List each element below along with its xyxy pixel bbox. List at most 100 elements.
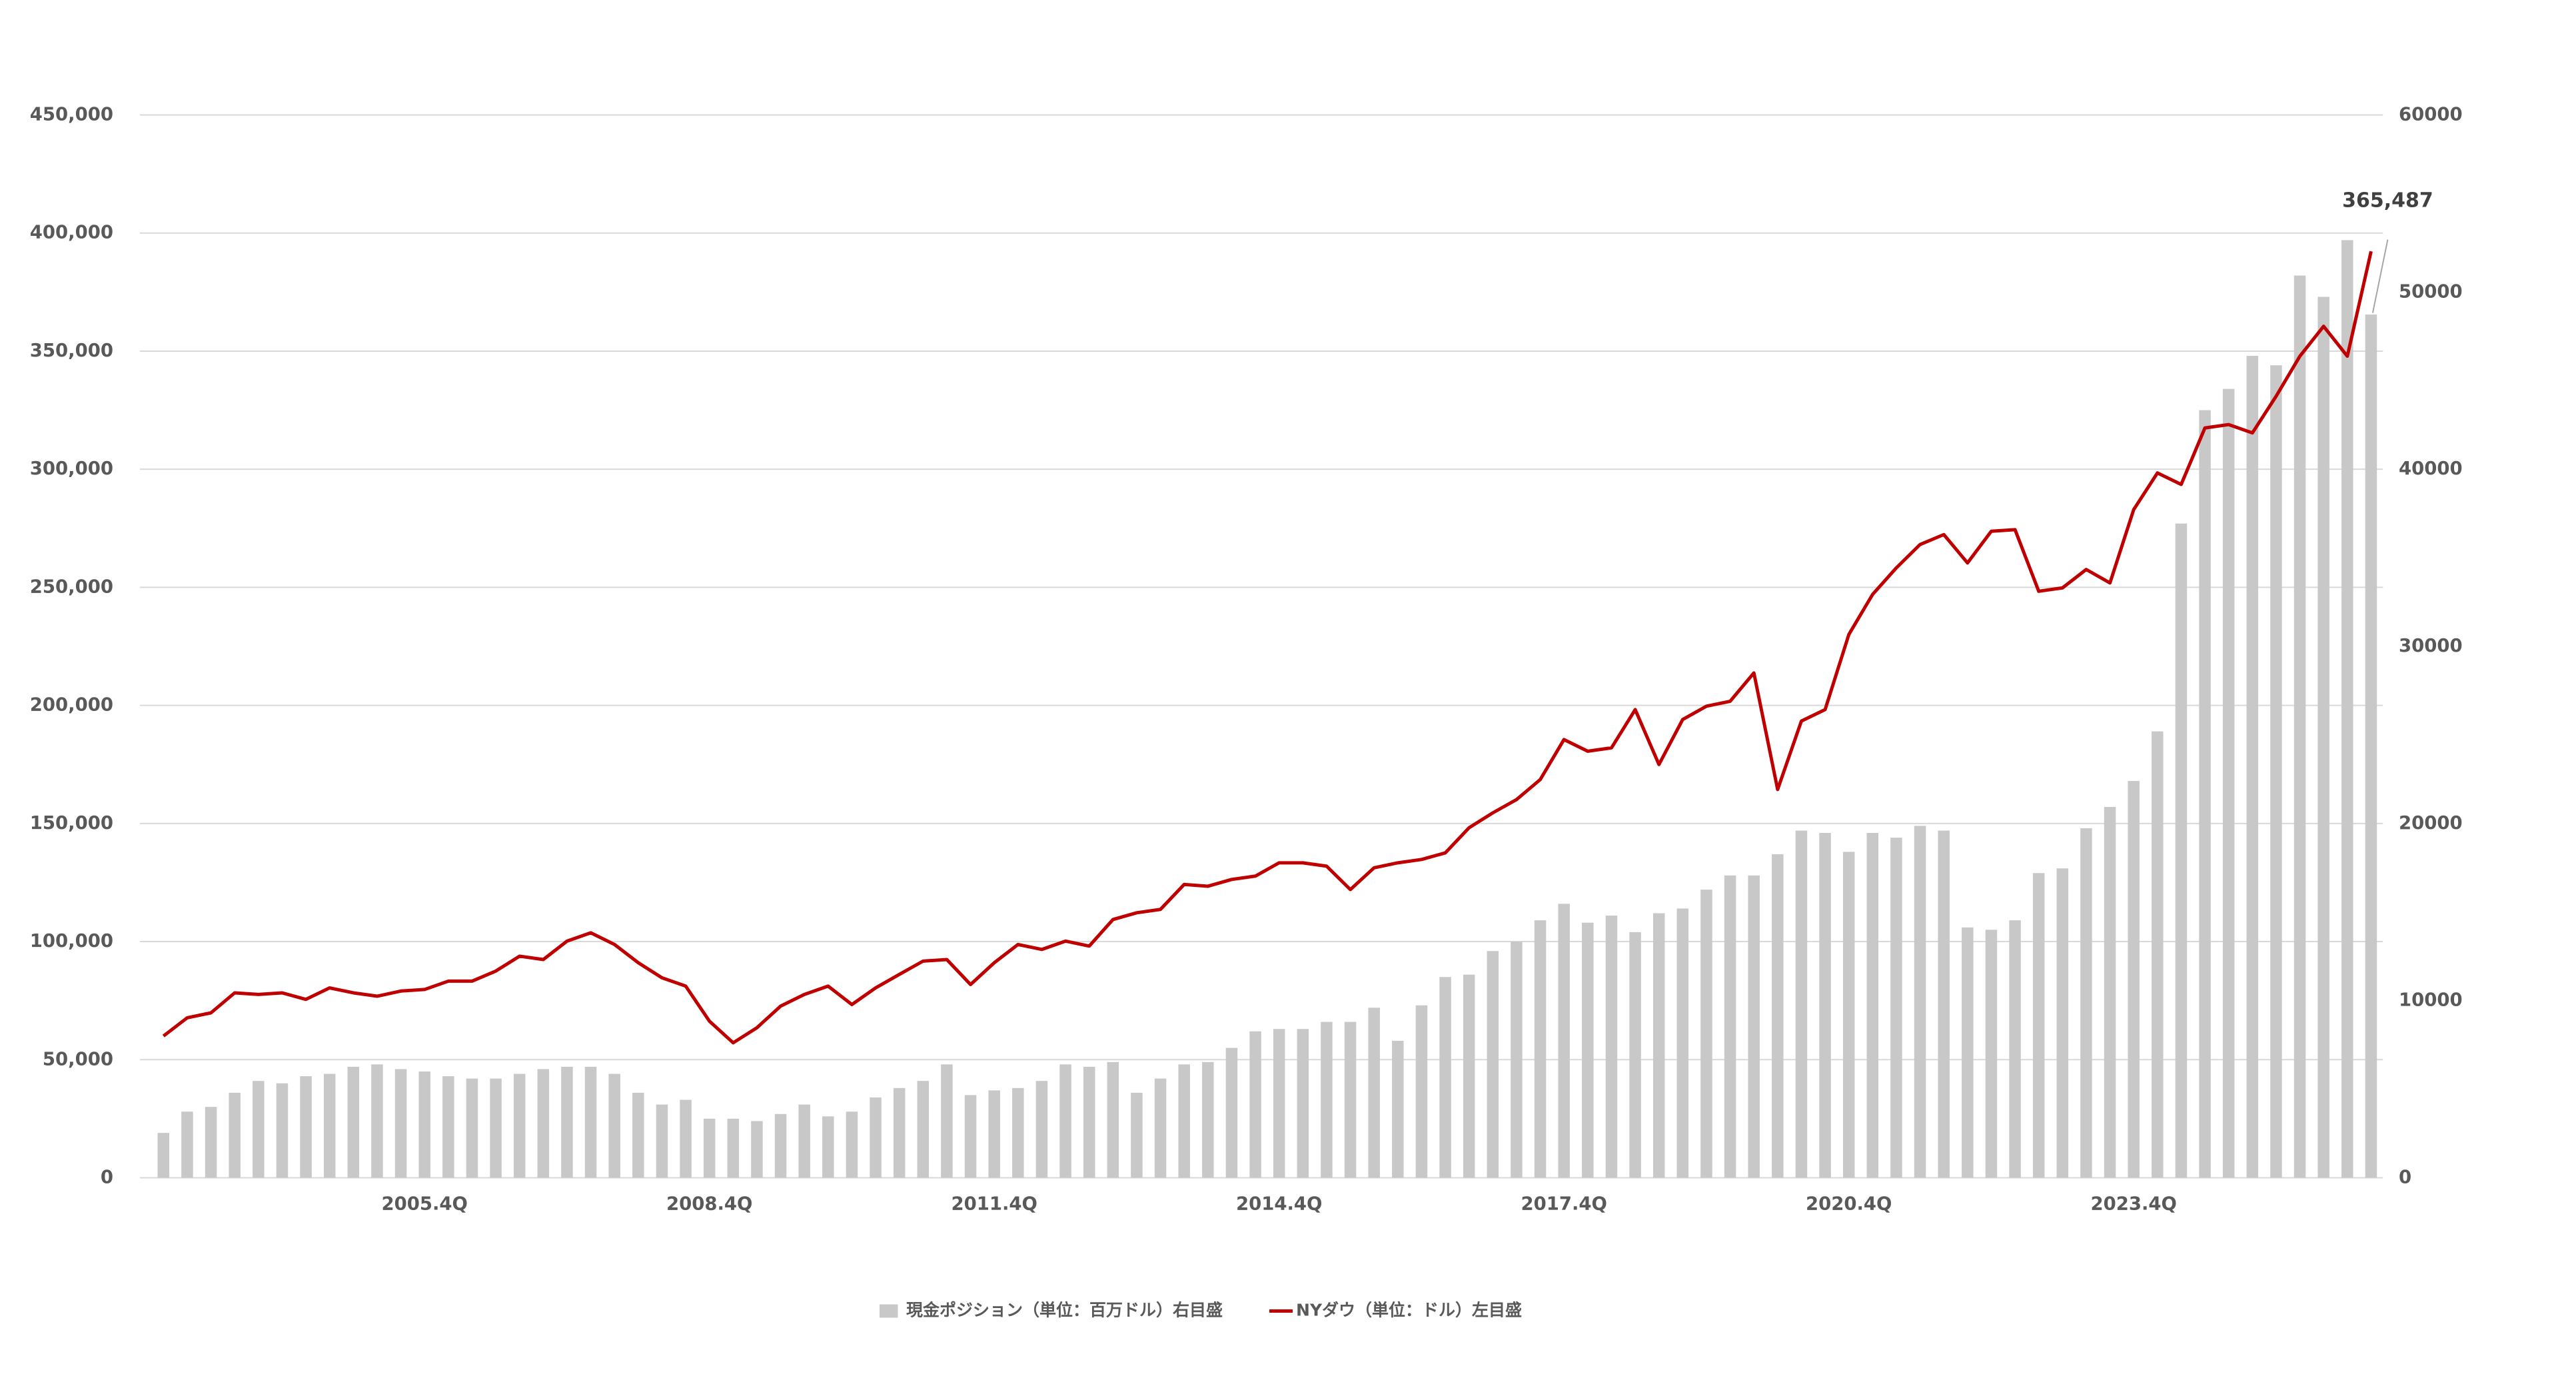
legend-label: NYダウ（単位：ドル）左目盛 — [1296, 1301, 1522, 1320]
bar — [870, 1097, 882, 1178]
leader-line — [2371, 239, 2389, 313]
bar — [1700, 890, 1712, 1178]
bar — [2341, 240, 2353, 1178]
bar — [1344, 1022, 1357, 1178]
y2-tick-label: 60000 — [2399, 104, 2463, 125]
bar — [1676, 908, 1689, 1178]
bar — [418, 1071, 430, 1178]
bar — [347, 1066, 360, 1178]
x-tick-label: 2023.4Q — [2090, 1193, 2177, 1215]
line — [162, 251, 2373, 1045]
bar — [253, 1081, 265, 1178]
x-tick-label: 2020.4Q — [1806, 1193, 1892, 1215]
bar — [846, 1111, 858, 1178]
bar — [1154, 1078, 1167, 1178]
bar — [1819, 833, 1831, 1178]
bar — [2175, 523, 2188, 1178]
y2-tick-label: 30000 — [2399, 635, 2463, 656]
bar — [1368, 1008, 1380, 1178]
bar — [2199, 410, 2211, 1178]
bar — [181, 1111, 193, 1178]
bar — [656, 1104, 668, 1178]
bar — [1962, 927, 1974, 1178]
bar — [323, 1073, 336, 1178]
x-tick-label: 2011.4Q — [951, 1193, 1037, 1215]
bar — [1772, 854, 1784, 1178]
y-tick-label: 400,000 — [30, 222, 113, 243]
bar — [798, 1104, 810, 1178]
bar — [751, 1121, 763, 1178]
bar — [2270, 365, 2282, 1178]
bar — [988, 1090, 1000, 1178]
bar — [561, 1066, 573, 1178]
bar — [1866, 833, 1879, 1178]
y-tick-label: 350,000 — [30, 340, 113, 361]
y-tick-label: 250,000 — [30, 576, 113, 597]
bar — [774, 1113, 787, 1178]
bar — [2080, 828, 2092, 1178]
bar — [680, 1099, 692, 1178]
bar — [1059, 1064, 1071, 1178]
bar — [1629, 932, 1641, 1178]
bar — [2222, 388, 2235, 1178]
legend-swatch — [880, 1304, 898, 1318]
x-tick-label: 2005.4Q — [381, 1193, 468, 1215]
bar — [1487, 951, 1499, 1178]
bar — [1225, 1047, 1238, 1178]
bar — [1652, 913, 1665, 1178]
bar — [537, 1069, 550, 1178]
bar — [1012, 1087, 1024, 1178]
bar — [2317, 297, 2329, 1178]
bar — [1178, 1064, 1190, 1178]
bar — [1985, 930, 1998, 1178]
y2-tick-label: 50000 — [2399, 281, 2463, 302]
bar — [1938, 830, 1950, 1178]
bar — [442, 1076, 454, 1178]
bar — [1273, 1029, 1285, 1178]
y2-tick-label: 0 — [2399, 1167, 2411, 1188]
x-tick-label: 2017.4Q — [1521, 1193, 1607, 1215]
bar — [1249, 1031, 1261, 1178]
x-tick-label: 2008.4Q — [666, 1193, 753, 1215]
bar — [1511, 942, 1523, 1178]
bar — [1083, 1066, 1095, 1178]
bar — [1035, 1081, 1048, 1178]
bar — [300, 1076, 312, 1178]
bar — [276, 1083, 289, 1178]
bar — [608, 1073, 620, 1178]
y-tick-label: 200,000 — [30, 694, 113, 716]
bar — [2009, 920, 2021, 1178]
bar — [893, 1087, 906, 1178]
bar — [584, 1066, 597, 1178]
data-label: 365,487 — [2342, 189, 2433, 213]
bar — [371, 1064, 383, 1178]
bar — [1558, 904, 1570, 1178]
bar — [2293, 275, 2306, 1178]
bar — [2246, 356, 2259, 1178]
bar — [632, 1092, 644, 1178]
bar — [1748, 875, 1760, 1178]
bar — [157, 1133, 170, 1178]
bar — [1202, 1061, 1214, 1178]
bar — [1107, 1061, 1119, 1178]
y2-tick-label: 40000 — [2399, 458, 2463, 479]
bar — [822, 1116, 834, 1178]
y-tick-label: 0 — [101, 1167, 113, 1188]
y-tick-label: 50,000 — [43, 1048, 113, 1069]
bar — [513, 1073, 526, 1178]
bar — [1842, 852, 1855, 1178]
y2-tick-label: 20000 — [2399, 812, 2463, 834]
x-tick-label: 2014.4Q — [1236, 1193, 1322, 1215]
bar — [1795, 830, 1808, 1178]
bar — [1131, 1092, 1143, 1178]
bar — [394, 1069, 407, 1178]
bar — [2032, 873, 2045, 1178]
bar — [1914, 826, 1926, 1178]
bar — [2365, 315, 2377, 1178]
y-tick-label: 100,000 — [30, 930, 113, 952]
bar — [1724, 875, 1736, 1178]
bar — [1297, 1029, 1309, 1178]
bar — [1321, 1022, 1333, 1178]
